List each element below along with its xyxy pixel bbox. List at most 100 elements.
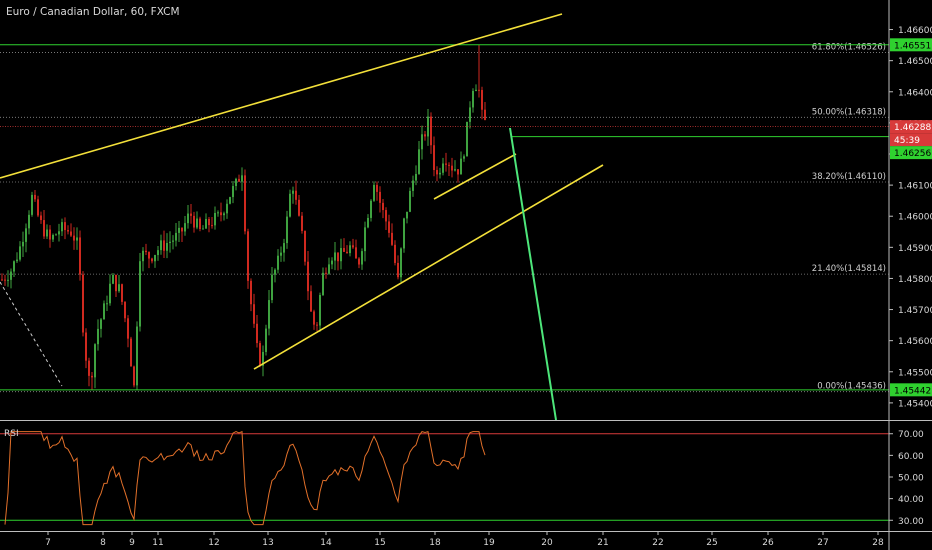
candle-body	[103, 303, 105, 320]
candle-body	[310, 291, 312, 312]
candle-body	[184, 223, 186, 232]
price-tick-label: 1.46500	[898, 57, 932, 67]
candle-body	[46, 229, 48, 237]
candle-body	[355, 247, 357, 259]
candle-body	[484, 109, 486, 121]
candle-body	[388, 221, 390, 233]
price-tick-label: 1.46400	[898, 88, 932, 98]
time-tick-label: 13	[262, 538, 273, 548]
candle-body	[22, 241, 24, 247]
candle-body	[271, 274, 273, 301]
candle-body	[274, 269, 276, 275]
candle-body	[229, 197, 231, 204]
candle-body	[43, 220, 45, 237]
candle-body	[475, 89, 477, 91]
candle-body	[79, 237, 81, 275]
fibonacci-levels: 61.80%(1.46526) 50.00%(1.46318) 38.20%(1.4…	[0, 43, 889, 393]
candle-body	[466, 121, 468, 157]
candle-body	[1, 279, 3, 281]
time-tick-label: 22	[652, 538, 663, 548]
candle-body	[442, 163, 444, 173]
candle-body	[199, 218, 201, 230]
candle-body	[340, 248, 342, 262]
candle-body	[160, 240, 162, 251]
fib-level-label: 38.20%(1.46110)	[812, 172, 886, 182]
candle-body	[370, 200, 372, 218]
candle-body	[88, 360, 90, 376]
candle-body	[319, 294, 321, 326]
candle-body	[349, 245, 351, 254]
candle-body	[142, 250, 144, 262]
candle-body	[358, 258, 360, 265]
candle-body	[337, 252, 339, 262]
candle-body	[445, 163, 447, 165]
time-tick-label: 9	[129, 538, 135, 548]
candle-body	[250, 280, 252, 305]
candle-body	[343, 248, 345, 252]
candle-body	[379, 191, 381, 203]
candle-body	[247, 231, 249, 281]
candle-body	[241, 175, 243, 182]
candle-body	[478, 89, 480, 91]
candle-body	[73, 235, 75, 241]
candle-body	[16, 259, 18, 262]
countdown-badge-bg	[890, 133, 932, 147]
countdown-badge: 45:39	[894, 136, 920, 146]
candle-body	[124, 301, 126, 319]
candle-body	[289, 193, 291, 217]
candle-body	[232, 186, 234, 198]
candle-body	[280, 252, 282, 256]
candle-body	[76, 237, 78, 241]
candle-body	[187, 213, 189, 224]
candle-body	[292, 190, 294, 194]
time-tick-label: 7	[45, 538, 51, 548]
high-price-badge: 1.46551	[894, 41, 931, 51]
fib-level-label: 61.80%(1.46526)	[812, 43, 886, 53]
projection-line	[509, 127, 557, 421]
candle-body	[307, 261, 309, 292]
candle-body	[82, 274, 84, 333]
current-price-badge: 1.46288	[894, 123, 931, 133]
candle-body	[301, 215, 303, 231]
candle-body	[148, 252, 150, 259]
candle-body	[13, 261, 15, 272]
support-price-badge: 1.46256	[894, 149, 931, 159]
time-tick-label: 27	[817, 538, 828, 548]
candle-body	[196, 218, 198, 228]
candle-body	[424, 134, 426, 137]
candle-body	[367, 217, 369, 228]
time-tick-label: 8	[100, 538, 106, 548]
time-tick-label: 12	[208, 538, 219, 548]
high-price-badge-bg	[890, 38, 932, 52]
candle-body	[61, 222, 63, 232]
channel-line	[433, 153, 517, 200]
candle-body	[157, 250, 159, 256]
rsi-line	[4, 430, 486, 526]
candle-body	[52, 235, 54, 240]
candle-body	[430, 116, 432, 146]
candle-body	[403, 218, 405, 249]
fib-level-label: 21.40%(1.45814)	[812, 264, 886, 274]
candle-body	[67, 230, 69, 232]
candle-body	[169, 241, 171, 243]
candle-body	[448, 164, 450, 166]
candle-body	[115, 274, 117, 292]
candle-body	[331, 260, 333, 265]
candle-body	[151, 258, 153, 262]
candle-body	[244, 175, 246, 232]
candle-body	[217, 212, 219, 214]
candle-body	[154, 255, 156, 262]
candle-body	[211, 225, 213, 227]
candle-body	[352, 245, 354, 248]
price-tick-label: 1.46100	[898, 182, 932, 192]
candle-body	[238, 178, 240, 182]
candle-body	[205, 219, 207, 229]
candle-body	[214, 212, 216, 226]
time-tick-label: 20	[541, 538, 553, 548]
candle-body	[91, 375, 93, 378]
candle-body	[322, 272, 324, 295]
candle-body	[421, 134, 423, 150]
candle-body	[454, 169, 456, 171]
candle-body	[391, 232, 393, 245]
